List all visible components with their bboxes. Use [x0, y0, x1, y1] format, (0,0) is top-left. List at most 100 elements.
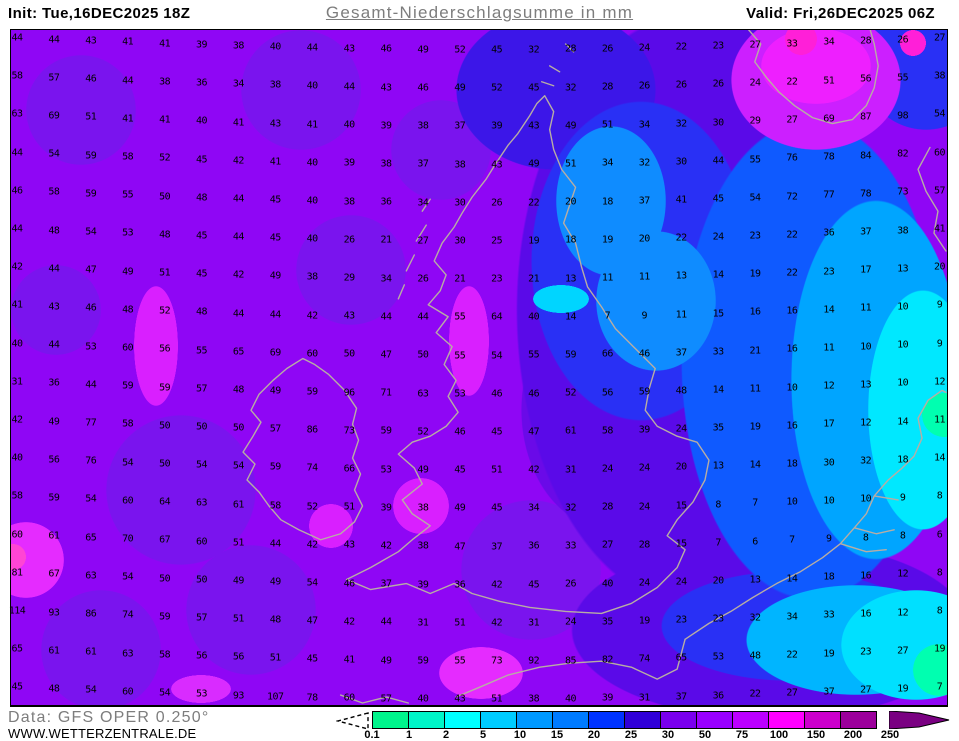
- precip-value: 44: [380, 311, 392, 323]
- precip-value: 60: [343, 692, 356, 704]
- precip-value: 98: [897, 110, 909, 122]
- precip-value: 24: [675, 423, 688, 435]
- precip-value: 28: [601, 81, 614, 93]
- precip-value: 58: [48, 186, 60, 198]
- precip-value: 11: [675, 309, 688, 321]
- precip-value: 96: [343, 387, 356, 399]
- precip-value: 60: [122, 342, 134, 354]
- precip-value: 52: [306, 501, 319, 513]
- precip-value: 45: [491, 502, 503, 514]
- precip-value: 53: [712, 651, 725, 663]
- precip-value: 42: [491, 579, 503, 591]
- precip-value: 34: [232, 78, 245, 90]
- precip-value: 82: [897, 148, 909, 160]
- precip-value: 48: [232, 384, 245, 396]
- precip-value: 46: [343, 578, 356, 590]
- precip-value: 43: [343, 43, 356, 55]
- precip-value: 45: [306, 653, 319, 665]
- precip-value: 93: [48, 607, 60, 618]
- precip-value: 48: [48, 225, 60, 236]
- precip-value: 12: [823, 380, 835, 392]
- precip-value: 36: [48, 377, 60, 389]
- precip-value: 44: [48, 34, 60, 45]
- precip-value: 36: [195, 77, 208, 89]
- precip-value: 18: [786, 458, 798, 470]
- precip-value: 39: [195, 39, 208, 51]
- precip-value: 16: [860, 608, 872, 620]
- precip-value: 6: [936, 529, 943, 541]
- legend-tick-labels: 0.1 1 2 5 10 15 20 25 30 50 75 100 150 200 250: [364, 729, 932, 741]
- precip-value: 47: [528, 426, 540, 438]
- precip-value: 10: [823, 495, 835, 507]
- precip-value: 55: [454, 311, 466, 323]
- precip-value: 41: [159, 114, 171, 126]
- precip-value: 11: [823, 342, 835, 354]
- precip-value: 61: [48, 530, 60, 542]
- precip-value: 39: [601, 692, 614, 704]
- precip-value: 23: [491, 273, 503, 285]
- precip-value: 21: [380, 234, 392, 246]
- precip-value: 114: [8, 605, 26, 617]
- precip-value: 20: [933, 261, 946, 273]
- precip-value: 23: [712, 613, 725, 625]
- legend-tick-label: 50: [698, 729, 712, 741]
- precip-value: 13: [860, 379, 872, 391]
- precip-value: 37: [638, 195, 651, 207]
- precip-value: 76: [85, 455, 97, 467]
- precip-value: 55: [122, 189, 134, 201]
- legend-tick-label: 75: [735, 729, 749, 741]
- precip-value: 48: [269, 614, 282, 626]
- precip-value: 45: [11, 681, 23, 693]
- precip-value: 46: [528, 388, 540, 400]
- precip-value: 51: [564, 158, 577, 170]
- precip-value: 38: [159, 76, 171, 88]
- coastline-denmark: [917, 146, 947, 252]
- precip-value: 34: [823, 36, 835, 48]
- precip-value: 65: [675, 652, 688, 664]
- precip-value: 26: [712, 78, 725, 90]
- precip-value: 23: [675, 614, 688, 626]
- precip-value: 41: [343, 654, 356, 666]
- precip-value: 8: [715, 499, 721, 511]
- precip-value: 55: [454, 350, 466, 362]
- precip-value: 56: [232, 651, 245, 663]
- precip-value: 32: [675, 118, 688, 130]
- precip-value: 44: [269, 538, 282, 550]
- legend-color-box: [732, 711, 769, 729]
- precip-value: 32: [564, 502, 577, 514]
- precip-value: 46: [380, 43, 392, 55]
- precip-value: 53: [195, 688, 208, 700]
- website-label: WWW.WETTERZENTRALE.DE: [8, 726, 197, 741]
- precip-value: 86: [306, 424, 319, 436]
- precip-value: 33: [823, 609, 835, 621]
- precip-value: 53: [454, 388, 466, 400]
- precip-value: 74: [122, 609, 134, 621]
- precip-value: 78: [306, 692, 319, 704]
- precip-value: 85: [564, 655, 577, 667]
- precip-value: 56: [601, 387, 614, 399]
- precip-value: 34: [380, 273, 392, 285]
- precip-value: 47: [380, 349, 392, 361]
- precip-value: 40: [417, 693, 429, 705]
- precip-value: 56: [860, 73, 872, 85]
- precip-value: 82: [601, 654, 614, 666]
- legend-color-box: [768, 711, 805, 729]
- precip-value: 9: [826, 533, 832, 545]
- precip-value: 41: [933, 223, 946, 235]
- precip-value: 78: [860, 188, 872, 200]
- precip-value: 57: [48, 72, 60, 84]
- precip-value: 27: [786, 687, 798, 699]
- precip-value: 45: [195, 154, 208, 166]
- precip-value: 57: [380, 693, 392, 705]
- precip-value: 38: [417, 540, 429, 552]
- legend-color-box: [624, 711, 661, 729]
- precip-value: 59: [85, 150, 97, 162]
- precip-value: 38: [269, 79, 282, 91]
- precip-value: 30: [712, 117, 725, 129]
- precip-value: 10: [786, 496, 798, 508]
- precip-value: 39: [417, 579, 429, 591]
- precip-value: 59: [638, 386, 651, 398]
- precip-value: 39: [491, 120, 503, 132]
- precip-value: 27: [897, 645, 909, 657]
- precip-value: 19: [933, 643, 946, 655]
